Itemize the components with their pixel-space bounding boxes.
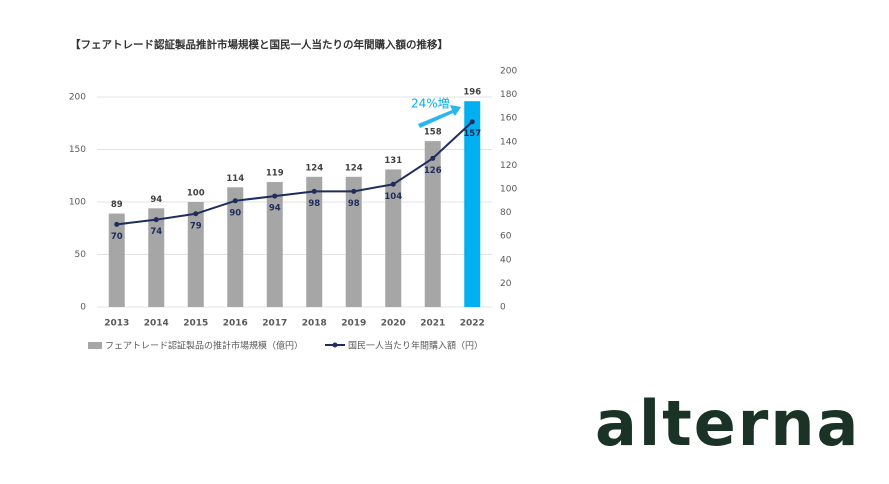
y2-tick-label: 140 — [500, 137, 517, 147]
annotation: 24%増 — [411, 97, 450, 111]
y-tick-label: 50 — [75, 250, 87, 260]
bar-label: 196 — [463, 88, 481, 98]
line — [116, 121, 473, 226]
bar — [385, 169, 402, 307]
line-label: 94 — [269, 204, 281, 214]
bar — [306, 176, 323, 307]
x-tick-label: 2015 — [183, 319, 208, 329]
bar-label: 124 — [305, 163, 323, 173]
line-label: 79 — [190, 221, 202, 231]
y-tick-label: 150 — [69, 145, 86, 155]
y2-tick-label: 100 — [500, 185, 517, 195]
line-point — [153, 217, 159, 223]
line-label: 157 — [463, 129, 481, 139]
line-point — [114, 221, 120, 227]
bar-label: 131 — [384, 156, 402, 166]
bar-label: 94 — [150, 195, 162, 205]
line-point — [311, 188, 317, 194]
bar-label: 119 — [266, 169, 284, 179]
legend-swatch — [88, 342, 102, 349]
bar — [424, 141, 441, 307]
bar-label: 89 — [111, 200, 123, 210]
y2-tick-label: 0 — [500, 303, 506, 313]
y2-tick-label: 200 — [500, 67, 517, 77]
bar — [345, 176, 362, 307]
line-point — [272, 193, 278, 199]
x-tick-label: 2021 — [420, 319, 445, 329]
bar — [266, 182, 283, 307]
bar-label: 158 — [424, 128, 442, 138]
line-label: 70 — [111, 232, 123, 242]
line-point — [193, 211, 199, 217]
x-tick-label: 2022 — [460, 319, 485, 329]
line-label: 126 — [424, 166, 442, 176]
y-tick-label: 0 — [80, 303, 86, 313]
x-tick-label: 2020 — [381, 319, 406, 329]
bar — [187, 202, 204, 307]
legend-label: フェアトレード認証製品の推計市場規模（億円） — [105, 340, 303, 352]
x-tick-label: 2014 — [144, 319, 169, 329]
y2-tick-label: 40 — [500, 255, 512, 265]
y-tick-label: 100 — [69, 198, 86, 208]
line-point — [390, 181, 396, 187]
bar-label: 100 — [187, 189, 205, 199]
x-tick-label: 2017 — [262, 319, 287, 329]
line-point — [469, 119, 475, 125]
line-point — [351, 188, 357, 194]
annotation-arrow — [418, 105, 461, 128]
y2-tick-label: 20 — [500, 279, 512, 289]
y2-tick-label: 60 — [500, 232, 512, 242]
y2-tick-label: 120 — [500, 161, 517, 171]
bar-label: 114 — [226, 174, 244, 184]
bar — [227, 187, 244, 307]
line-point — [232, 198, 238, 204]
y2-tick-label: 180 — [500, 90, 517, 100]
y-tick-label: 200 — [69, 93, 86, 103]
x-tick-label: 2018 — [302, 319, 327, 329]
logo: alterna — [595, 387, 860, 460]
line-label: 98 — [308, 199, 320, 209]
bar — [464, 101, 481, 307]
line-label: 104 — [384, 192, 402, 202]
line-label: 74 — [150, 227, 162, 237]
x-tick-label: 2016 — [223, 319, 248, 329]
line-label: 98 — [348, 199, 360, 209]
y2-tick-label: 160 — [500, 114, 517, 124]
bar — [148, 208, 165, 307]
x-tick-label: 2013 — [104, 319, 129, 329]
legend-swatch — [332, 342, 338, 348]
line-point — [430, 155, 436, 161]
chart-title: 【フェアトレード認証製品推計市場規模と国民一人当たりの年間購入額の推移】 — [70, 38, 448, 51]
bar — [108, 213, 125, 307]
x-tick-label: 2019 — [341, 319, 366, 329]
y2-tick-label: 80 — [500, 208, 512, 218]
bar-label: 124 — [345, 163, 363, 173]
legend-label: 国民一人当たり年間購入額（円） — [348, 340, 483, 352]
line-label: 90 — [229, 208, 241, 218]
